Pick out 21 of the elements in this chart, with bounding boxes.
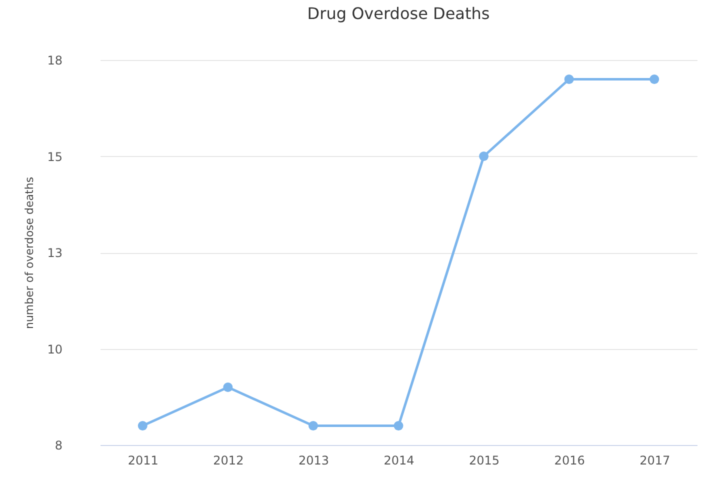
point <box>479 152 489 161</box>
point <box>308 421 318 430</box>
y-tick-label: 18 <box>47 54 62 68</box>
y-tick-label: 8 <box>54 438 62 452</box>
x-tick-label: 2012 <box>213 454 244 468</box>
point <box>223 382 233 392</box>
point <box>650 74 660 84</box>
point <box>138 421 148 430</box>
x-tick-label: 2017 <box>640 454 670 468</box>
point <box>394 421 404 430</box>
chart-title: Drug Overdose Deaths <box>307 4 490 23</box>
y-tick-label: 13 <box>47 246 62 260</box>
y-tick-label: 10 <box>47 342 62 356</box>
point <box>564 74 574 84</box>
x-tick-label: 2015 <box>469 454 500 468</box>
x-tick-label: 2011 <box>128 454 158 468</box>
x-tick-label: 2014 <box>384 454 414 468</box>
x-tick-label: 2013 <box>298 454 329 468</box>
x-tick-label: 2016 <box>554 454 585 468</box>
y-axis-title: number of overdose deaths <box>23 176 36 330</box>
y-tick-label: 15 <box>47 150 62 164</box>
